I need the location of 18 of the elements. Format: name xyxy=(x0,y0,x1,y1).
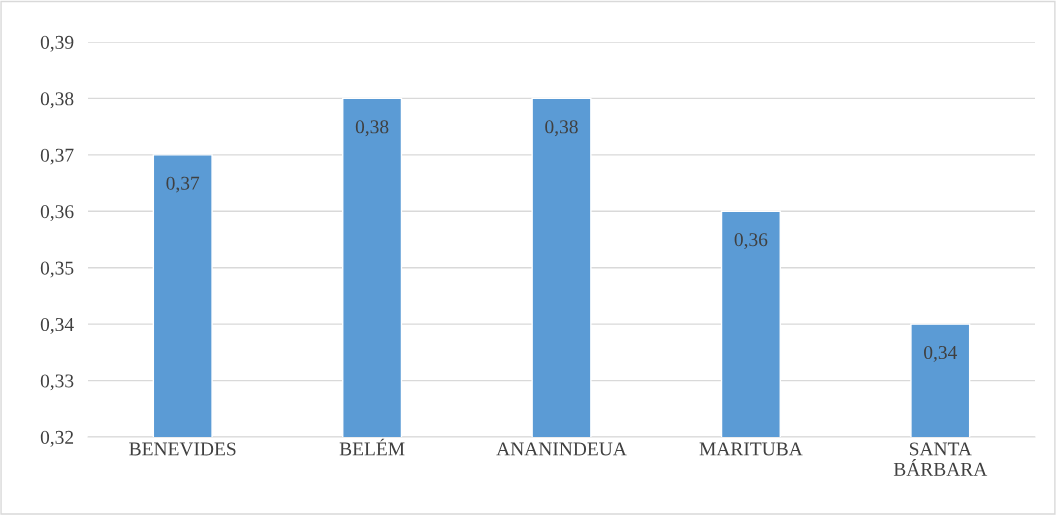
x-tick-label: BELÉM xyxy=(339,438,405,456)
y-tick-label: 0,33 xyxy=(40,374,74,391)
x-tick-label: SANTA BÁRBARA xyxy=(893,442,988,476)
y-tick-label: 0,39 xyxy=(40,35,74,52)
data-label: 0,36 xyxy=(734,233,768,250)
data-label: 0,34 xyxy=(924,345,958,362)
y-tick-label: 0,32 xyxy=(40,430,74,447)
x-tick-label: MARITUBA xyxy=(699,442,803,456)
y-tick-label: 0,38 xyxy=(40,92,74,109)
y-tick-label: 0,35 xyxy=(40,261,74,278)
data-label: 0,37 xyxy=(166,176,200,193)
data-label: 0,38 xyxy=(355,120,389,137)
data-label: 0,38 xyxy=(545,120,578,137)
x-tick-label: BENEVIDES xyxy=(129,442,236,456)
y-tick-label: 0,34 xyxy=(40,317,74,334)
y-tick-label: 0,36 xyxy=(40,205,74,222)
x-tick-label: ANANINDEUA xyxy=(496,442,627,456)
y-tick-label: 0,37 xyxy=(40,148,74,165)
